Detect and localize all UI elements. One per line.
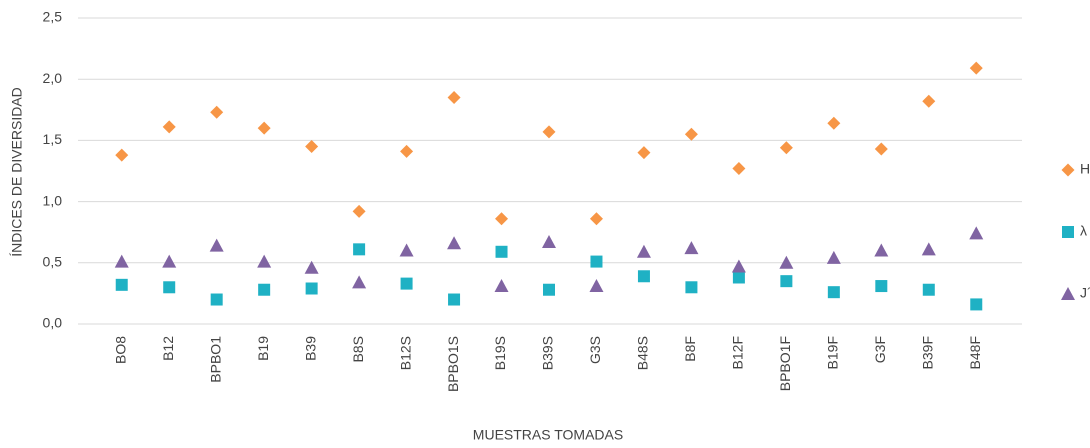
point bbox=[921, 242, 936, 256]
legend-marker bbox=[1061, 163, 1075, 177]
x-tick-label: B39F bbox=[919, 336, 935, 369]
point bbox=[162, 254, 177, 268]
y-tick-label: 2,5 bbox=[43, 9, 63, 25]
point bbox=[399, 243, 414, 257]
x-tick-label: BPBO1F bbox=[777, 336, 793, 391]
point bbox=[637, 146, 651, 160]
point bbox=[970, 298, 983, 311]
y-axis-label: ÍNDICES DE DIVERSIDAD bbox=[9, 87, 25, 257]
x-tick-label: B12S bbox=[397, 336, 413, 370]
point bbox=[637, 270, 650, 283]
x-axis-label: MUESTRAS TOMADAS bbox=[473, 427, 623, 443]
x-tick-label: B48S bbox=[635, 336, 651, 370]
point bbox=[305, 282, 318, 295]
point bbox=[922, 94, 936, 108]
y-tick-label: 2,0 bbox=[43, 70, 63, 86]
y-tick-label: 0,0 bbox=[43, 315, 63, 331]
y-tick-label: 0,5 bbox=[43, 254, 63, 270]
x-tick-label: BPBO1 bbox=[207, 336, 223, 383]
x-tick-label: B39 bbox=[302, 336, 318, 361]
point bbox=[542, 125, 556, 139]
legend-label: J´ bbox=[1080, 285, 1090, 301]
x-tick-label: G3F bbox=[872, 336, 888, 363]
point bbox=[115, 148, 129, 162]
point bbox=[732, 271, 745, 284]
point bbox=[305, 140, 319, 154]
point bbox=[210, 293, 223, 306]
legend-marker bbox=[1062, 226, 1074, 238]
point bbox=[636, 244, 651, 258]
point bbox=[874, 243, 889, 257]
legend-marker bbox=[1061, 287, 1075, 300]
point bbox=[114, 254, 129, 268]
legend-label: λ bbox=[1080, 223, 1087, 239]
point bbox=[163, 281, 176, 294]
point bbox=[589, 212, 603, 226]
point bbox=[779, 141, 793, 155]
x-tick-label: BO8 bbox=[112, 336, 128, 364]
x-tick-label: B8F bbox=[682, 336, 698, 362]
point bbox=[495, 245, 508, 258]
point bbox=[257, 121, 271, 135]
point bbox=[162, 120, 176, 134]
point bbox=[875, 280, 888, 293]
x-tick-label: B19S bbox=[492, 336, 508, 370]
point bbox=[352, 275, 367, 289]
x-tick-label: B19F bbox=[825, 336, 841, 369]
point bbox=[494, 279, 509, 293]
y-tick-label: 1,0 bbox=[43, 192, 63, 208]
point bbox=[447, 91, 461, 105]
point bbox=[827, 116, 841, 130]
point bbox=[353, 243, 366, 256]
point bbox=[874, 142, 888, 156]
point bbox=[827, 286, 840, 299]
point bbox=[495, 212, 509, 226]
x-tick-label: B12F bbox=[730, 336, 746, 369]
point bbox=[684, 241, 699, 255]
point bbox=[779, 255, 794, 269]
point bbox=[447, 236, 462, 250]
point bbox=[685, 281, 698, 294]
point bbox=[589, 279, 604, 293]
point bbox=[684, 127, 698, 141]
point bbox=[115, 278, 128, 291]
x-tick-label: B8S bbox=[350, 336, 366, 362]
point bbox=[732, 162, 746, 176]
point bbox=[258, 283, 271, 296]
legend-label: H´ bbox=[1080, 161, 1090, 177]
x-tick-label: B12 bbox=[160, 336, 176, 361]
point bbox=[542, 234, 556, 248]
point bbox=[352, 204, 366, 218]
x-tick-label: G3S bbox=[587, 336, 603, 364]
point bbox=[257, 254, 272, 268]
point bbox=[969, 226, 984, 240]
x-tick-label: BPBO1S bbox=[445, 336, 461, 392]
point bbox=[448, 293, 461, 306]
x-tick-label: B39S bbox=[540, 336, 556, 370]
x-tick-label: B19 bbox=[255, 336, 271, 361]
point bbox=[400, 277, 413, 290]
point bbox=[543, 283, 555, 296]
point bbox=[209, 238, 224, 252]
point bbox=[826, 250, 841, 264]
x-tick-label: B48F bbox=[967, 336, 983, 369]
point bbox=[400, 144, 414, 158]
point bbox=[590, 255, 603, 268]
y-tick-label: 1,5 bbox=[43, 131, 63, 147]
point bbox=[922, 283, 935, 296]
point bbox=[780, 275, 793, 288]
point bbox=[304, 260, 319, 274]
point bbox=[969, 61, 983, 75]
point bbox=[210, 105, 224, 119]
point bbox=[731, 259, 746, 273]
